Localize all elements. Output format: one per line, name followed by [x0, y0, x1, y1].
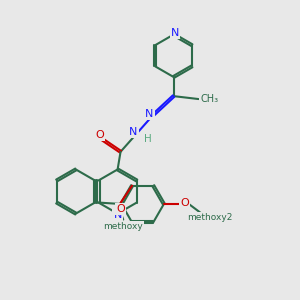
- Text: N: N: [113, 210, 122, 220]
- Text: N: N: [171, 28, 179, 38]
- Text: N: N: [129, 127, 137, 137]
- Text: O: O: [116, 204, 125, 214]
- Text: CH₃: CH₃: [200, 94, 218, 104]
- Text: N: N: [145, 109, 154, 119]
- Text: O: O: [180, 198, 189, 208]
- Text: methoxy2: methoxy2: [187, 213, 232, 222]
- Text: H: H: [144, 134, 152, 144]
- Text: methoxy: methoxy: [103, 221, 143, 230]
- Text: O: O: [96, 130, 104, 140]
